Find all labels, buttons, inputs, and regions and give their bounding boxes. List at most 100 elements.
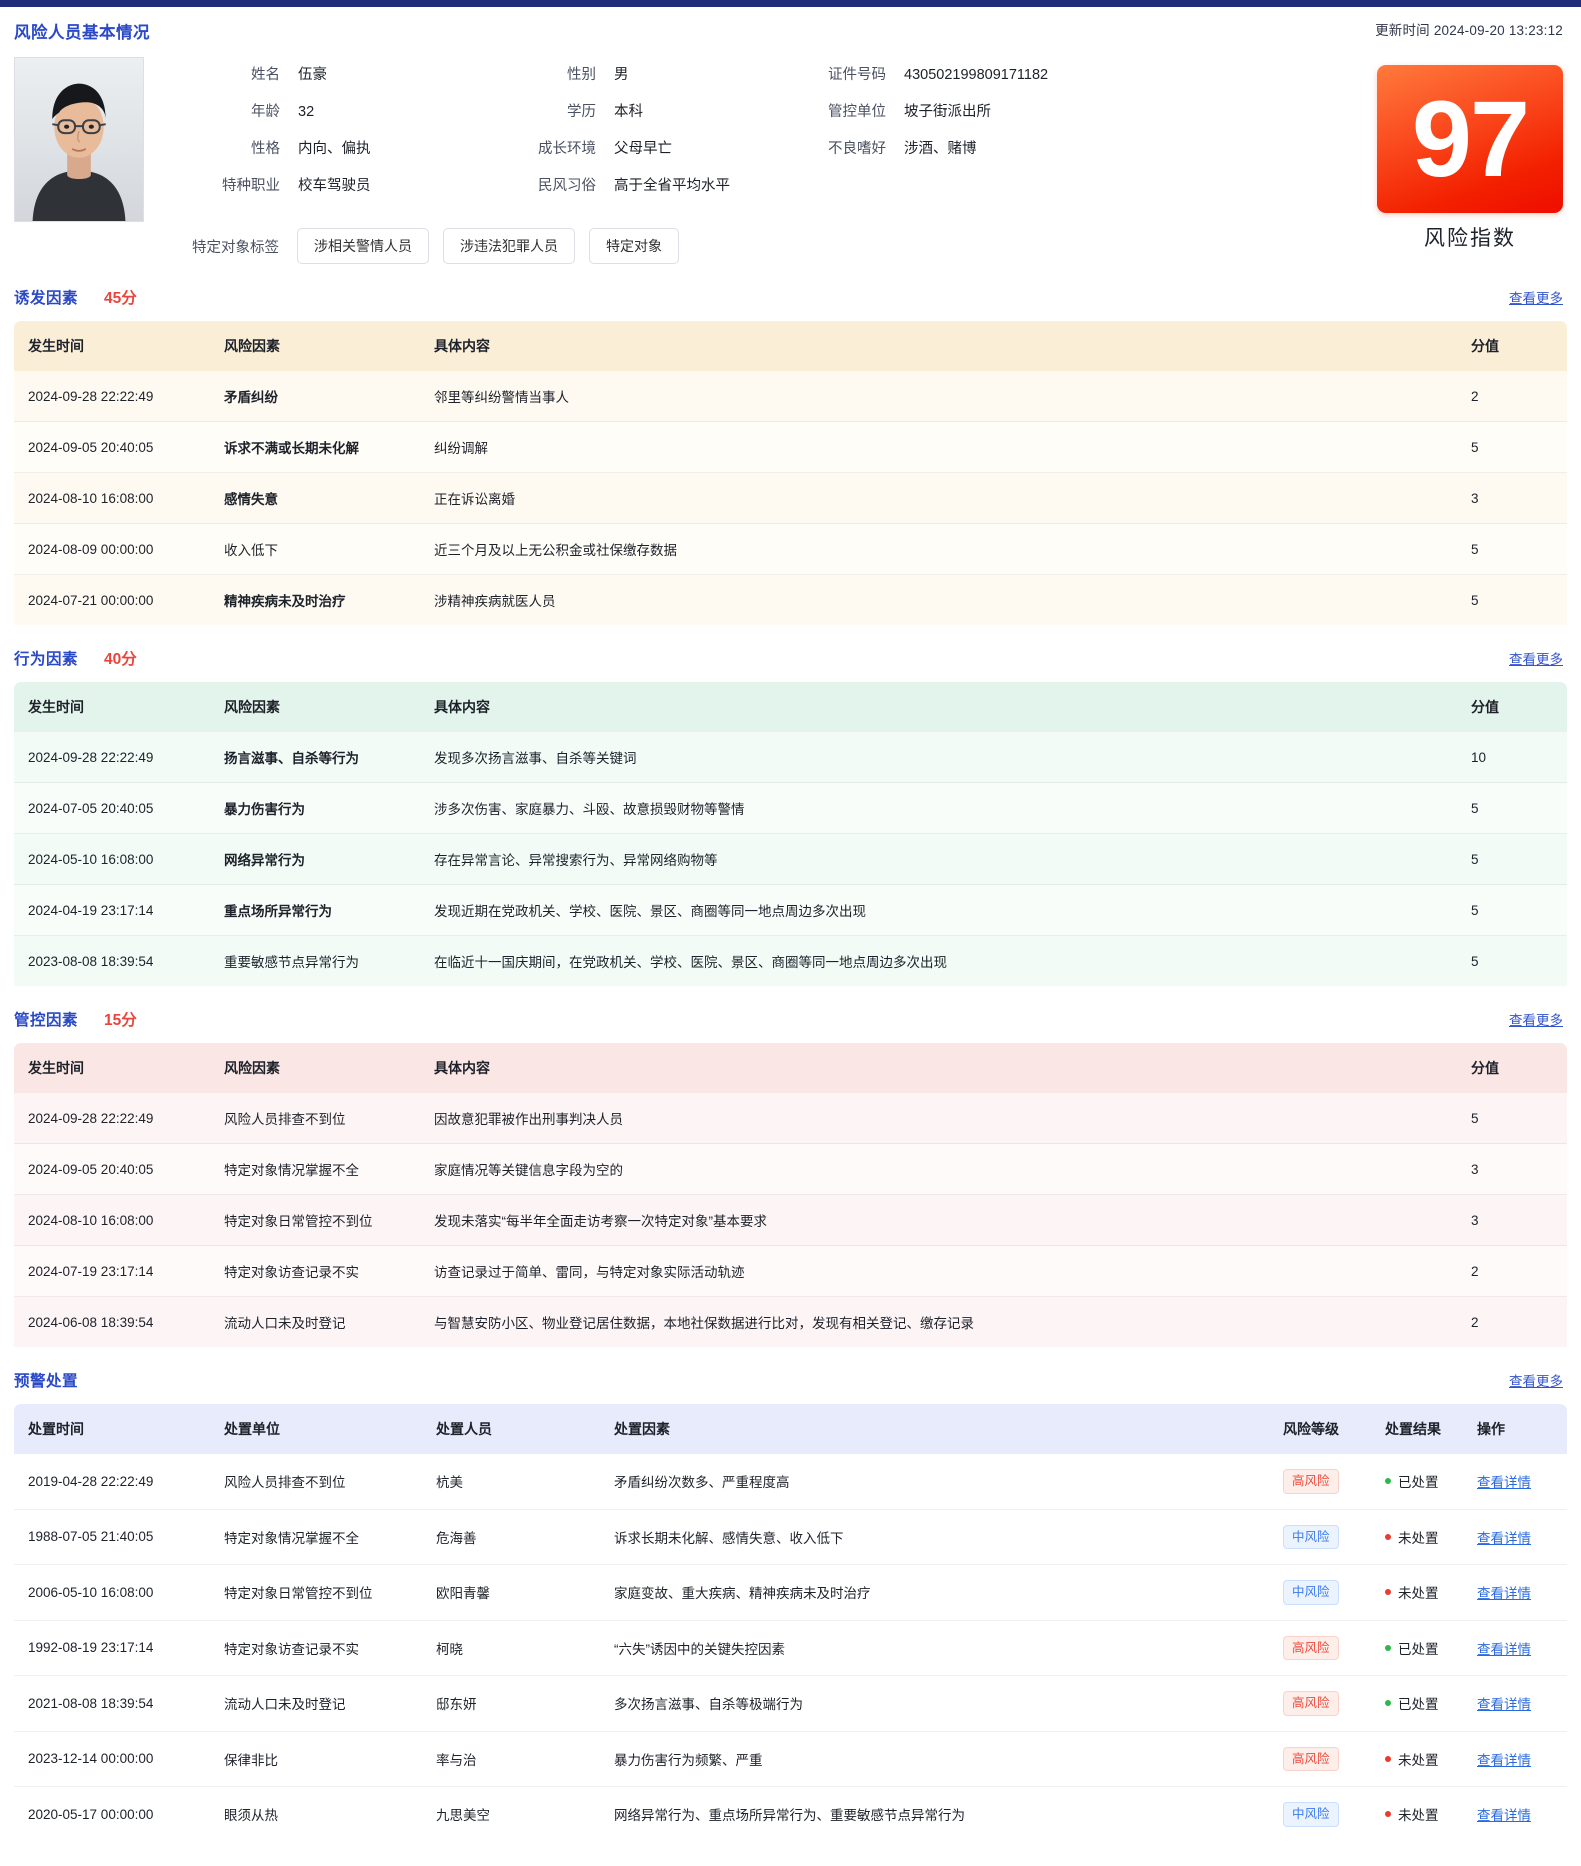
behavior-factors-table: 发生时间 风险因素 具体内容 分值 2024-09-28 22:22:49 扬言… <box>14 682 1567 986</box>
field-special-job-value: 校车驾驶员 <box>298 178 371 194</box>
col-header-factor: 风险因素 <box>224 1060 280 1076</box>
section-behavior-factors: 行为因素 40分 查看更多 发生时间 风险因素 具体内容 分值 2024-09-… <box>0 647 1581 986</box>
view-detail-link[interactable]: 查看详情 <box>1477 1641 1531 1657</box>
cell-score: 3 <box>1471 490 1479 506</box>
cell-disposal-unit: 流动人口未及时登记 <box>224 1697 346 1713</box>
cell-risk-level: 高风险 <box>1269 1620 1371 1676</box>
col-header-disposal-unit: 处置单位 <box>224 1421 280 1437</box>
table-row[interactable]: 2024-08-10 16:08:00 感情失意 正在诉讼离婚 3 <box>14 472 1567 524</box>
view-more-induce[interactable]: 查看更多 <box>1509 291 1563 306</box>
view-detail-link[interactable]: 查看详情 <box>1477 1475 1531 1491</box>
cell-disposal-time: 2006-05-10 16:08:00 <box>28 1584 154 1600</box>
status-dot-icon <box>1385 1755 1391 1762</box>
table-row[interactable]: 2024-09-28 22:22:49 扬言滋事、自杀等行为 发现多次扬言滋事、… <box>14 732 1567 783</box>
cell-disposal-time: 2023-12-14 00:00:00 <box>28 1751 154 1767</box>
status-badge: 高风险 <box>1283 1746 1339 1771</box>
status-badge: 中风险 <box>1283 1580 1339 1605</box>
status-badge: 高风险 <box>1283 1691 1339 1716</box>
cell-time: 2023-08-08 18:39:54 <box>28 953 154 969</box>
tag-item[interactable]: 涉相关警情人员 <box>297 228 429 264</box>
table-row[interactable]: 2024-07-21 00:00:00 精神疾病未及时治疗 涉精神疾病就医人员 … <box>14 574 1567 625</box>
table-row[interactable]: 2023-08-08 18:39:54 重要敏感节点异常行为 在临近十一国庆期间… <box>14 935 1567 986</box>
cell-disposal-factor: “六失”诱因中的关键失控因素 <box>614 1641 785 1657</box>
field-control-unit-value: 坡子街派出所 <box>904 104 991 120</box>
view-detail-link[interactable]: 查看详情 <box>1477 1530 1531 1546</box>
table-row[interactable]: 2024-08-10 16:08:00 特定对象日常管控不到位 发现未落实“每半… <box>14 1194 1567 1246</box>
table-row[interactable]: 1992-08-19 23:17:14 特定对象访查记录不实 柯晓 “六失”诱因… <box>14 1620 1567 1676</box>
cell-risk-level: 高风险 <box>1269 1676 1371 1732</box>
tag-item[interactable]: 特定对象 <box>589 228 679 264</box>
section-control-factors: 管控因素 15分 查看更多 发生时间 风险因素 具体内容 分值 2024-09-… <box>0 1008 1581 1347</box>
cell-time: 2024-06-08 18:39:54 <box>28 1314 154 1330</box>
section-title-induce: 诱发因素 <box>14 290 79 307</box>
view-detail-link[interactable]: 查看详情 <box>1477 1752 1531 1768</box>
cell-disposal-time: 1988-07-05 21:40:05 <box>28 1529 154 1545</box>
view-more-behavior[interactable]: 查看更多 <box>1509 652 1563 667</box>
field-education: 学历 本科 <box>522 100 812 137</box>
table-row[interactable]: 2024-08-09 00:00:00 收入低下 近三个月及以上无公积金或社保缴… <box>14 523 1567 575</box>
col-header-disposal-time: 处置时间 <box>28 1421 84 1437</box>
view-detail-link[interactable]: 查看详情 <box>1477 1808 1531 1824</box>
cell-desc: 涉精神疾病就医人员 <box>434 594 556 609</box>
cell-disposal-person: 欧阳青馨 <box>436 1586 490 1602</box>
cell-desc: 因故意犯罪被作出刑事判决人员 <box>434 1112 623 1127</box>
table-row[interactable]: 2024-07-19 23:17:14 特定对象访查记录不实 访查记录过于简单、… <box>14 1245 1567 1297</box>
view-more-disposal[interactable]: 查看更多 <box>1509 1374 1563 1389</box>
info-fields: 姓名 伍豪 性别 男 证件号码 430502199809171182 年龄 32… <box>192 57 1567 211</box>
cell-disposal-result: 已处置 <box>1371 1454 1463 1509</box>
cell-disposal-unit: 风险人员排查不到位 <box>224 1475 346 1491</box>
cell-risk-level: 高风险 <box>1269 1454 1371 1509</box>
cell-desc: 在临近十一国庆期间，在党政机关、学校、医院、景区、商圈等同一地点周边多次出现 <box>434 955 947 970</box>
tag-item[interactable]: 涉违法犯罪人员 <box>443 228 575 264</box>
table-row[interactable]: 2021-08-08 18:39:54 流动人口未及时登记 邸东妍 多次扬言滋事… <box>14 1675 1567 1732</box>
cell-time: 2024-07-05 20:40:05 <box>28 800 154 816</box>
cell-disposal-result: 已处置 <box>1371 1676 1463 1732</box>
cell-score: 5 <box>1471 439 1479 455</box>
table-row[interactable]: 2019-04-28 22:22:49 风险人员排查不到位 杭美 矛盾纠纷次数多… <box>14 1454 1567 1509</box>
field-custom: 民风习俗 高于全省平均水平 <box>522 174 812 211</box>
table-row[interactable]: 2020-05-17 00:00:00 眼须从热 九思美空 网络异常行为、重点场… <box>14 1786 1567 1842</box>
table-row[interactable]: 2024-09-28 22:22:49 矛盾纠纷 邻里等纠纷警情当事人 2 <box>14 371 1567 422</box>
cell-desc: 存在异常言论、异常搜索行为、异常网络购物等 <box>434 853 718 868</box>
view-detail-link[interactable]: 查看详情 <box>1477 1697 1531 1713</box>
col-header-time: 发生时间 <box>28 699 84 715</box>
cell-time: 2024-08-10 16:08:00 <box>28 1212 154 1228</box>
cell-disposal-unit: 眼须从热 <box>224 1808 278 1824</box>
table-row[interactable]: 2024-07-05 20:40:05 暴力伤害行为 涉多次伤害、家庭暴力、斗殴… <box>14 782 1567 834</box>
cell-disposal-person: 率与治 <box>436 1752 477 1768</box>
table-row[interactable]: 2024-05-10 16:08:00 网络异常行为 存在异常言论、异常搜索行为… <box>14 833 1567 885</box>
cell-factor: 精神疾病未及时治疗 <box>224 594 346 609</box>
cell-disposal-factor: 诉求长期未化解、感情失意、收入低下 <box>614 1530 844 1546</box>
table-header-row: 发生时间 风险因素 具体内容 分值 <box>14 1043 1567 1093</box>
field-bad-habit: 不良嗜好 涉酒、赌博 <box>812 137 1212 174</box>
table-row[interactable]: 1988-07-05 21:40:05 特定对象情况掌握不全 危海善 诉求长期未… <box>14 1509 1567 1565</box>
field-character-label: 性格 <box>251 141 280 157</box>
table-row[interactable]: 2024-09-28 22:22:49 风险人员排查不到位 因故意犯罪被作出刑事… <box>14 1093 1567 1144</box>
table-row[interactable]: 2023-12-14 00:00:00 保律非比 率与治 暴力伤害行为频繁、严重… <box>14 1731 1567 1787</box>
table-row[interactable]: 2006-05-10 16:08:00 特定对象日常管控不到位 欧阳青馨 家庭变… <box>14 1564 1567 1620</box>
result-text: 未处置 <box>1398 1530 1439 1546</box>
view-detail-link[interactable]: 查看详情 <box>1477 1586 1531 1602</box>
cell-score: 3 <box>1471 1212 1479 1228</box>
view-more-control[interactable]: 查看更多 <box>1509 1013 1563 1028</box>
table-row[interactable]: 2024-06-08 18:39:54 流动人口未及时登记 与智慧安防小区、物业… <box>14 1296 1567 1347</box>
cell-disposal-unit: 保律非比 <box>224 1752 278 1768</box>
cell-factor: 网络异常行为 <box>224 853 305 868</box>
field-character-value: 内向、偏执 <box>298 141 371 157</box>
field-character: 性格 内向、偏执 <box>192 137 522 174</box>
cell-score: 10 <box>1471 749 1487 765</box>
cell-disposal-result: 未处置 <box>1371 1509 1463 1565</box>
field-education-label: 学历 <box>567 104 596 120</box>
table-row[interactable]: 2024-09-05 20:40:05 特定对象情况掌握不全 家庭情况等关键信息… <box>14 1143 1567 1195</box>
table-row[interactable]: 2024-09-05 20:40:05 诉求不满或长期未化解 纠纷调解 5 <box>14 421 1567 473</box>
cell-disposal-person: 危海善 <box>436 1530 477 1546</box>
cell-desc: 发现未落实“每半年全面走访考察一次特定对象”基本要求 <box>434 1214 767 1229</box>
cell-time: 2024-09-28 22:22:49 <box>28 1110 154 1126</box>
table-row[interactable]: 2024-04-19 23:17:14 重点场所异常行为 发现近期在党政机关、学… <box>14 884 1567 936</box>
cell-score: 3 <box>1471 1161 1479 1177</box>
col-header-operation: 操作 <box>1477 1421 1505 1437</box>
field-name-label: 姓名 <box>251 67 280 83</box>
top-accent-bar <box>0 0 1581 7</box>
tags-label: 特定对象标签 <box>192 239 279 256</box>
cell-factor: 感情失意 <box>224 492 278 507</box>
